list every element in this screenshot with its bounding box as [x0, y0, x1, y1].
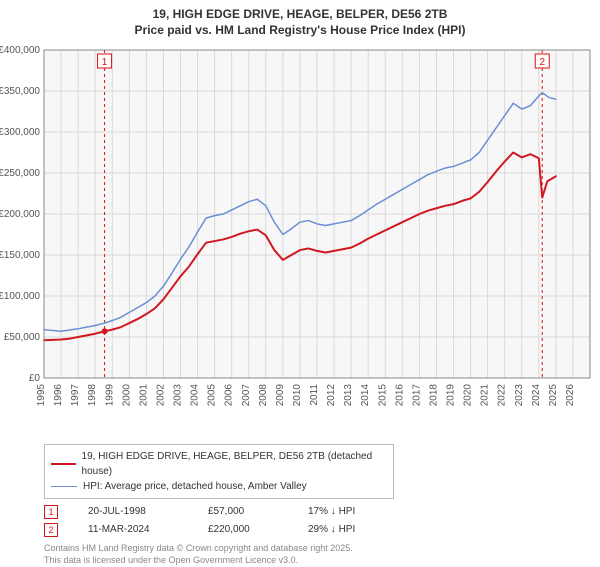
x-tick-label: 2002 — [155, 384, 166, 407]
legend-row: HPI: Average price, detached house, Ambe… — [51, 479, 387, 494]
marker-date: 11-MAR-2024 — [88, 521, 178, 539]
marker-delta: 17% ↓ HPI — [308, 503, 388, 521]
footer-line-2: This data is licensed under the Open Gov… — [44, 555, 590, 567]
x-tick-label: 2001 — [138, 384, 149, 407]
x-tick-label: 2005 — [207, 384, 218, 407]
line-chart: £0 £50,000 £100,000 £150,000 £200,000 £250,00… — [0, 38, 600, 438]
y-tick-label: £100,000 — [0, 291, 40, 302]
footer-attribution: Contains HM Land Registry data © Crown c… — [44, 543, 590, 566]
x-tick-label: 1995 — [36, 384, 47, 407]
x-tick-label: 2025 — [548, 384, 559, 407]
x-tick-label: 2026 — [565, 384, 576, 407]
chart-titles: 19, HIGH EDGE DRIVE, HEAGE, BELPER, DE56… — [0, 0, 600, 38]
y-tick-label: £350,000 — [0, 86, 40, 97]
legend-label: HPI: Average price, detached house, Ambe… — [83, 479, 307, 494]
x-tick-label: 1999 — [104, 384, 115, 407]
x-tick-label: 2007 — [241, 384, 252, 407]
x-tick-label: 2017 — [411, 384, 422, 407]
marker-price: £220,000 — [208, 521, 278, 539]
legend-row: 19, HIGH EDGE DRIVE, HEAGE, BELPER, DE56… — [51, 449, 387, 479]
y-tick-label: £250,000 — [0, 168, 40, 179]
y-tick-label: £150,000 — [0, 250, 40, 261]
x-tick-label: 2003 — [173, 384, 184, 407]
markers-table: 1 20-JUL-1998 £57,000 17% ↓ HPI 2 11-MAR-2024… — [44, 503, 590, 539]
x-tick-label: 2010 — [292, 384, 303, 407]
y-tick-label: £300,000 — [0, 127, 40, 138]
legend-swatch — [51, 486, 77, 487]
title-line-2: Price paid vs. HM Land Registry's House … — [0, 22, 600, 38]
footer-line-1: Contains HM Land Registry data © Crown c… — [44, 543, 590, 555]
legend: 19, HIGH EDGE DRIVE, HEAGE, BELPER, DE56… — [44, 444, 394, 499]
x-tick-label: 2021 — [480, 384, 491, 407]
chart-area: £0 £50,000 £100,000 £150,000 £200,000 £250,00… — [0, 38, 600, 438]
x-tick-label: 2016 — [394, 384, 405, 407]
x-tick-label: 2004 — [190, 384, 201, 407]
x-tick-label: 2015 — [377, 384, 388, 407]
marker-row: 1 20-JUL-1998 £57,000 17% ↓ HPI — [44, 503, 590, 521]
x-tick-label: 2011 — [309, 384, 320, 406]
marker-row: 2 11-MAR-2024 £220,000 29% ↓ HPI — [44, 521, 590, 539]
title-line-1: 19, HIGH EDGE DRIVE, HEAGE, BELPER, DE56… — [0, 6, 600, 22]
x-tick-label: 2009 — [275, 384, 286, 407]
x-tick-label: 1998 — [87, 384, 98, 407]
x-tick-label: 2006 — [224, 384, 235, 407]
y-tick-label: £0 — [29, 373, 41, 384]
x-tick-label: 2018 — [428, 384, 439, 407]
legend-label: 19, HIGH EDGE DRIVE, HEAGE, BELPER, DE56… — [82, 449, 387, 479]
x-tick-label: 2022 — [497, 384, 508, 407]
y-tick-label: £200,000 — [0, 209, 40, 220]
x-tick-label: 2014 — [360, 384, 371, 407]
x-tick-label: 2020 — [463, 384, 474, 407]
marker-badge: 2 — [44, 523, 58, 537]
x-tick-label: 2024 — [531, 384, 542, 407]
x-tick-label: 2013 — [343, 384, 354, 407]
legend-swatch — [51, 463, 76, 465]
x-tick-label: 2012 — [326, 384, 337, 407]
event-badge-label: 2 — [539, 57, 545, 68]
x-tick-label: 1996 — [53, 384, 64, 407]
x-tick-label: 2019 — [446, 384, 457, 407]
x-tick-label: 2023 — [514, 384, 525, 407]
x-tick-label: 2008 — [258, 384, 269, 407]
y-tick-label: £400,000 — [0, 45, 40, 56]
x-tick-label: 2000 — [121, 384, 132, 407]
marker-delta: 29% ↓ HPI — [308, 521, 388, 539]
sale-marker-dot — [102, 329, 108, 335]
y-tick-label: £50,000 — [4, 332, 41, 343]
x-tick-label: 1997 — [70, 384, 81, 407]
marker-badge: 1 — [44, 505, 58, 519]
marker-date: 20-JUL-1998 — [88, 503, 178, 521]
event-badge-label: 1 — [102, 57, 108, 68]
marker-price: £57,000 — [208, 503, 278, 521]
